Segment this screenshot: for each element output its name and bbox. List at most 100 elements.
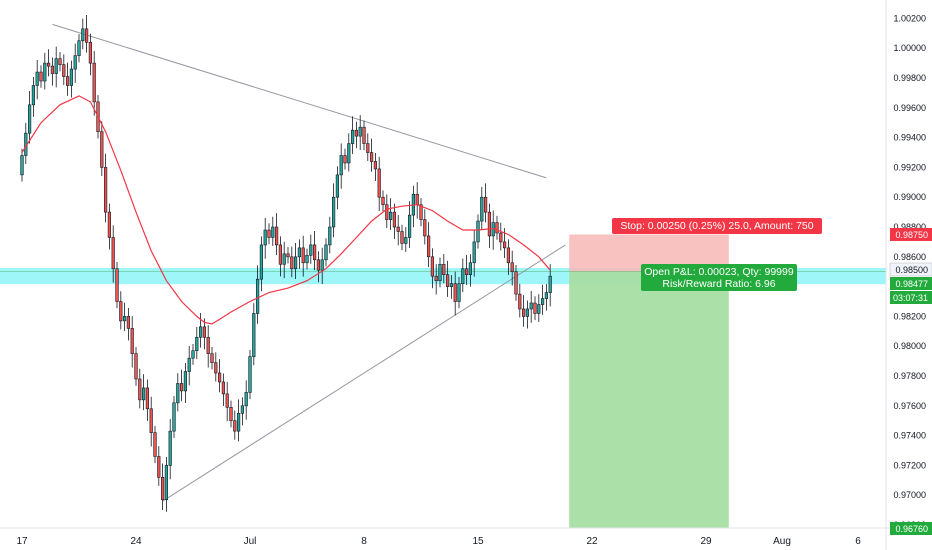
candle-down (46, 62, 51, 67)
candle-up (347, 143, 351, 164)
candle-up (438, 263, 442, 281)
y-tick-label: 0.97600 (893, 401, 926, 411)
level-price-tag-bg (889, 262, 932, 277)
candle-up (187, 357, 191, 372)
candle-down (214, 362, 218, 374)
candle-up (183, 371, 188, 392)
candle-up (457, 283, 461, 302)
candle-up (335, 174, 340, 198)
candle-down (377, 168, 381, 198)
candle-up (168, 430, 172, 466)
candle-up (529, 302, 533, 310)
candle-down (366, 143, 370, 153)
candle-down (221, 381, 226, 395)
candle-down (290, 256, 294, 270)
stop-label-bg (612, 218, 822, 234)
bottom-price-tag-bg (890, 522, 932, 535)
candle-down (286, 253, 290, 258)
candle-down (426, 235, 431, 258)
candle-up (468, 262, 473, 276)
candle-up (324, 244, 328, 261)
candle-down (39, 71, 43, 82)
candle-down (229, 407, 233, 422)
y-tick-label: 0.97200 (893, 460, 926, 470)
candle-down (202, 326, 207, 338)
y-tick-label: 0.98200 (893, 311, 926, 321)
candle-down (134, 353, 138, 380)
candle-down (483, 196, 488, 213)
candle-down (506, 247, 511, 264)
price-tags: 0.98750 0.98500 0.98477 03:07:31 0.96760 (889, 228, 932, 535)
candle-down (92, 62, 96, 103)
candle-up (537, 304, 541, 314)
candle-up (449, 283, 454, 287)
candle-down (115, 268, 119, 302)
candle-down (373, 161, 378, 170)
candle-up (263, 229, 267, 246)
candle-down (502, 241, 507, 249)
x-tick-label: Jul (244, 536, 257, 547)
candle-up (77, 40, 81, 56)
x-tick-label: 8 (361, 536, 367, 547)
candle-down (58, 58, 62, 65)
y-tick-label: 0.99600 (893, 103, 926, 113)
candle-down (153, 432, 157, 457)
candle-down (415, 193, 419, 205)
candle-down (66, 76, 70, 86)
x-tick-label: 22 (586, 536, 598, 547)
moving-average-layer (21, 95, 551, 325)
candle-up (43, 62, 47, 82)
candle-up (339, 155, 343, 176)
y-tick-label: 0.98000 (893, 341, 926, 351)
candle-down (514, 271, 518, 295)
candle-down (453, 283, 457, 302)
time-axis[interactable]: 17 24 Jul 8 15 22 29 Aug 6 (0, 527, 932, 547)
candle-down (138, 378, 142, 401)
stop-label: Stop: 0.00250 (0.25%) 25.0, Amount: 750 (620, 220, 813, 232)
candle-up (31, 85, 35, 106)
candle-down (396, 226, 400, 232)
candle-up (123, 316, 127, 322)
candle-down (130, 328, 134, 354)
candle-down (442, 263, 446, 276)
candle-down (218, 372, 222, 383)
candle-up (544, 292, 548, 299)
candle-up (309, 244, 313, 256)
candle-up (27, 104, 32, 134)
candle-up (328, 226, 332, 246)
candle-down (362, 126, 366, 144)
y-tick-label: 0.99200 (893, 162, 926, 172)
upper-trendline (52, 23, 547, 179)
y-tick-label: 0.98600 (893, 252, 926, 262)
y-tick-label: 0.97800 (893, 371, 926, 381)
x-tick-label: Aug (773, 536, 791, 547)
pnl-label-line1: Open P&L: 0.00023, Qty: 99999 (644, 266, 794, 278)
candle-up (73, 55, 77, 70)
y-tick-label: 0.99800 (893, 73, 926, 83)
candle-down (126, 316, 130, 329)
candle-down (381, 196, 385, 205)
candle-down (495, 222, 499, 234)
candle-down (210, 353, 214, 363)
timer-tag: 03:07:31 (893, 293, 928, 303)
position-labels-layer: Stop: 0.00250 (0.25%) 25.0, Amount: 750 … (612, 218, 822, 291)
candle-down (225, 393, 229, 408)
candle-down (149, 408, 153, 433)
candle-down (430, 256, 435, 277)
candle-down (278, 244, 283, 265)
y-tick-label: 0.98800 (893, 222, 926, 232)
pnl-label-line2: Risk/Reward Ratio: 6.96 (662, 278, 775, 290)
candles-layer (20, 15, 552, 512)
candle-up (407, 214, 412, 238)
level-price-tag: 0.98500 (895, 265, 928, 275)
candle-down (206, 336, 210, 354)
candle-down (354, 129, 359, 137)
candle-up (540, 298, 545, 305)
x-tick-label: 24 (130, 536, 142, 547)
candle-up (191, 350, 195, 359)
candle-down (316, 259, 321, 271)
candle-up (331, 196, 336, 228)
timer-tag-bg (890, 291, 932, 304)
candle-down (400, 231, 404, 244)
